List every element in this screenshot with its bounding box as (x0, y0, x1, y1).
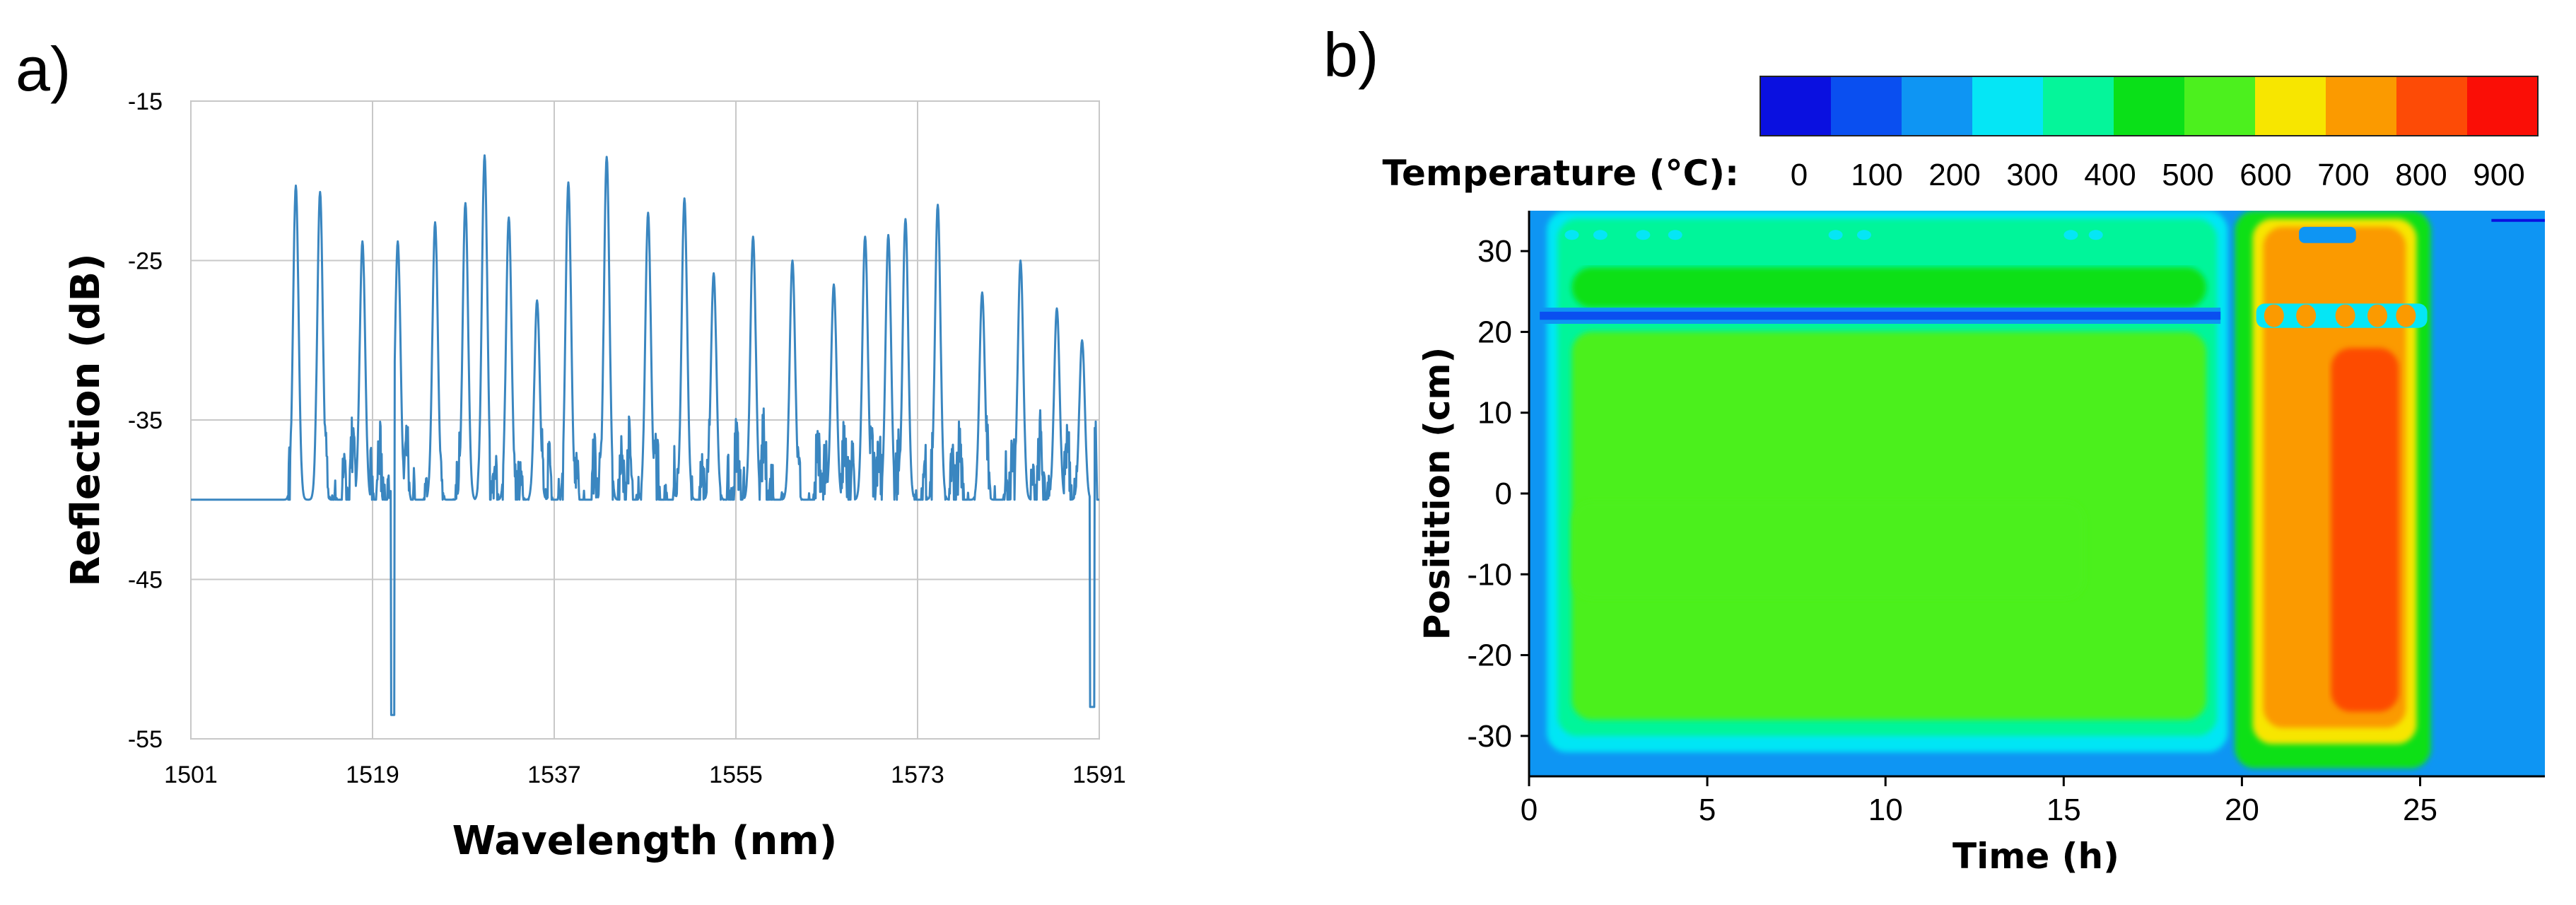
colorbar-labels: 0 100 200 300 400 500 600 700 800 900 (1791, 158, 2525, 192)
colorbar-swatch (1902, 76, 1973, 136)
heatmap-region-peak-850 (2331, 348, 2399, 712)
panel-b-y-tick-label: 30 (1477, 234, 1512, 269)
colorbar-swatch (2467, 76, 2539, 136)
top-edge-spot (2088, 230, 2103, 240)
heatmap-region-hold-550-core (1571, 501, 2085, 599)
panel-a-x-tick-label: 1555 (709, 761, 763, 788)
panel-a-x-tick-label: 1537 (527, 761, 581, 788)
panel-b-y-tick-label: -20 (1467, 638, 1512, 673)
panel-b-x-tick-label: 25 (2403, 793, 2437, 827)
top-edge-spot (1564, 230, 1579, 240)
top-edge-spot (1828, 230, 1843, 240)
panel-a-x-tick-label: 1591 (1072, 761, 1126, 788)
panel-b-x-tick-label: 20 (2225, 793, 2259, 827)
panel-a-y-tick-label: -55 (128, 726, 163, 753)
panel-b-x-axis-title: Time (h) (1953, 836, 2119, 877)
cold-band-22cm-core (1540, 311, 2221, 320)
panel-b-x-tick-label: 0 (1521, 793, 1538, 827)
panel-a-y-tick-label: -25 (128, 248, 163, 275)
colorbar-swatch (2326, 76, 2397, 136)
colorbar-swatch (2114, 76, 2185, 136)
top-edge-spot (1856, 230, 1871, 240)
heatmap-region-hold-500-upper (1571, 267, 2206, 308)
panel-b-x-ticks: 0 5 10 15 20 25 (1521, 776, 2437, 827)
colorbar-swatch (1831, 76, 1902, 136)
panel-a-letter: a) (16, 34, 71, 104)
ramp-hot-spot (2367, 304, 2388, 327)
ramp-hot-spot (2264, 304, 2284, 327)
temperature-colorbar (1760, 76, 2539, 136)
panel-b-y-tick-label: -30 (1467, 719, 1512, 754)
panel-a-x-tick-label: 1501 (164, 761, 218, 788)
colorbar-swatch (1972, 76, 2044, 136)
panel-a-y-tick-label: -45 (128, 567, 163, 594)
top-edge-spot (2063, 230, 2078, 240)
top-edge-spot (1668, 230, 1682, 240)
colorbar-swatch (2396, 76, 2468, 136)
panel-a-x-tick-label: 1519 (346, 761, 399, 788)
colorbar-label: 900 (2473, 158, 2524, 192)
panel-b-y-axis-title: Positition (cm) (1417, 347, 1458, 641)
panel-a-x-axis-title: Wavelength (nm) (452, 818, 838, 864)
reflection-spectrum-line (190, 154, 1100, 716)
ramp-hot-spot (2335, 304, 2355, 327)
colorbar-label: 700 (2317, 158, 2369, 192)
panel-b-letter: b) (1323, 20, 1378, 90)
colorbar-label: 500 (2162, 158, 2213, 192)
panel-b-y-tick-label: 10 (1477, 396, 1512, 431)
panel-a-y-tick-label: -15 (128, 88, 163, 115)
colorbar-label: 100 (1851, 158, 1902, 192)
colorbar-swatch (2043, 76, 2114, 136)
colorbar-label: 400 (2084, 158, 2136, 192)
colorbar-title: Temperature (°C): (1383, 153, 1739, 194)
panel-b-x-tick-label: 15 (2047, 793, 2081, 827)
colorbar-swatch (1760, 76, 1832, 136)
panel-b-y-tick-label: 20 (1477, 315, 1512, 349)
ramp-hot-spot (2396, 304, 2416, 327)
panel-a-y-tick-label: -35 (128, 407, 163, 434)
colorbar-label: 0 (1791, 158, 1808, 192)
colorbar-label: 600 (2240, 158, 2291, 192)
colorbar-label: 800 (2395, 158, 2447, 192)
panel-b-x-tick-label: 10 (1868, 793, 1903, 827)
panel-a-y-ticks: -15 -25 -35 -45 -55 (128, 88, 163, 753)
colorbar-label: 200 (1928, 158, 1980, 192)
colorbar-swatch (2255, 76, 2326, 136)
colorbar-frame (1760, 76, 2539, 136)
panel-b-y-tick-label: 0 (1495, 477, 1512, 511)
colorbar-swatch (2184, 76, 2256, 136)
top-edge-spot (1636, 230, 1651, 240)
heatmap-detail-features (1540, 218, 2545, 328)
panel-a-chart: a) -15-25-35-45-55 1501 1519 1537 1555 1573 1… (16, 34, 1126, 864)
top-edge-spot (1593, 230, 1608, 240)
ramp-top-cold-bar (2299, 226, 2356, 243)
panel-b-x-tick-label: 5 (1699, 793, 1716, 827)
panel-b-y-ticks: 30 20 10 0 -10 -20 -30 (1467, 234, 1529, 754)
panel-a-y-axis-title: Reflection (dB) (63, 253, 109, 587)
panel-b-y-tick-label: -10 (1467, 557, 1512, 592)
colorbar-label: 300 (2006, 158, 2058, 192)
panel-a-x-tick-label: 1573 (891, 761, 944, 788)
temperature-heatmap (1529, 211, 2545, 776)
panel-b-chart: b) Temperature (°C): 0 100 200 300 400 500 600… (1323, 20, 2545, 877)
ramp-hot-spot (2296, 304, 2317, 327)
panel-a-x-ticks: 1501 1519 1537 1555 1573 1591 (164, 761, 1126, 788)
